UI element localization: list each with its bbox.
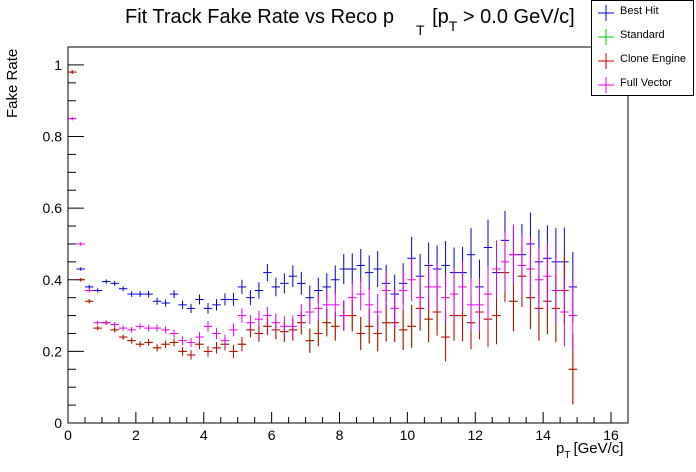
x-tick-label: 6: [268, 427, 276, 443]
chart-title-part1: Fit Track Fake Rate vs Reco p: [125, 6, 394, 28]
series-clone-engine: [68, 70, 578, 405]
legend-entry-best-hit: Best Hit: [592, 1, 695, 24]
chart-title: Fit Track Fake Rate vs Reco pT [pT > 0.0…: [125, 6, 575, 38]
legend-label-full-vector: Full Vector: [620, 77, 672, 89]
x-axis-label-main: p: [556, 440, 565, 457]
x-tick-label: 16: [603, 427, 619, 443]
legend-label-clone-engine: Clone Engine: [620, 53, 687, 65]
x-tick-label: 10: [400, 427, 416, 443]
y-tick-label: 0: [54, 415, 62, 431]
y-tick-label: 0.2: [43, 343, 63, 359]
chart-title-sub1: T: [415, 22, 425, 38]
legend-marker-clone-engine: [598, 53, 614, 69]
legend-label-standard: Standard: [620, 29, 665, 41]
x-axis-label-sub: T: [564, 450, 571, 461]
x-tick-label: 14: [535, 427, 551, 443]
chart-title-sub2: T: [448, 18, 458, 34]
legend-marker-standard: [598, 29, 614, 45]
y-tick-label: 0.6: [43, 200, 63, 216]
legend-entry-standard: Standard: [592, 25, 695, 48]
series-best-hit: [68, 70, 578, 323]
legend-entry-full-vector: Full Vector: [592, 73, 695, 96]
y-tick-label: 1: [54, 57, 62, 73]
y-axis-label: Fake Rate: [4, 48, 21, 118]
x-axis-label: pT [GeV/c]: [556, 440, 624, 461]
series-standard: [68, 70, 578, 405]
legend-marker-full-vector: [598, 77, 614, 93]
legend: Best Hit Standard Clone Engine Full Vect…: [591, 0, 694, 96]
legend-entry-clone-engine: Clone Engine: [592, 49, 695, 72]
series-layer: [68, 70, 578, 405]
y-tick-label: 0.8: [43, 129, 63, 145]
chart-title-part3: > 0.0 GeV/c]: [457, 6, 575, 28]
x-tick-label: 2: [132, 427, 140, 443]
x-tick-label: 8: [336, 427, 344, 443]
x-tick-label: 0: [64, 427, 72, 443]
plot-frame: [67, 46, 629, 424]
axes-layer: 0 2 4 6 8 10 12 14 16 0 0.2 0.4 0.6 0.8 1: [43, 46, 619, 443]
legend-label-best-hit: Best Hit: [620, 5, 659, 17]
x-tick-label: 4: [200, 427, 208, 443]
x-axis-label-unit: [GeV/c]: [573, 440, 624, 457]
y-tick-label: 0.4: [43, 272, 63, 288]
x-tick-label: 12: [467, 427, 483, 443]
legend-marker-best-hit: [598, 5, 614, 21]
series-full-vector: [68, 116, 578, 351]
chart-title-part2: [p: [432, 6, 449, 28]
